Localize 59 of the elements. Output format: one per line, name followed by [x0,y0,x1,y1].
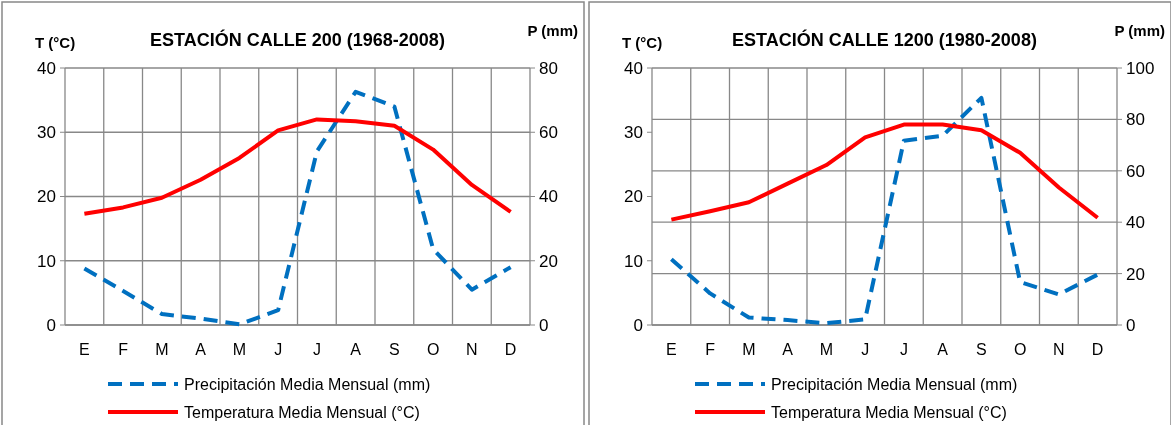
x-tick-label: F [118,341,129,358]
x-tick-label: D [1091,341,1104,358]
x-tick-label: M [155,341,169,358]
y-tick-label: 30 [624,123,643,143]
y2-tick-label: 40 [1126,213,1145,233]
x-tick-label: M [819,341,834,358]
y2-tick-label: 80 [1126,110,1145,130]
x-tick-label: J [312,341,321,358]
x-tick-label: A [195,341,207,358]
y2-tick-label: 80 [539,58,558,78]
x-tick-label: F [705,341,716,358]
y2-tick-label: 0 [1126,315,1136,335]
x-tick-label: A [350,341,362,358]
y2-tick-label: 60 [1126,161,1145,181]
x-tick-label: M [232,341,247,358]
x-tick-label: N [1053,341,1065,358]
x-tick-label: J [861,341,870,358]
y-tick-label: 10 [624,251,643,271]
x-tick-label: N [466,341,478,358]
y2-tick-label: 100 [1126,58,1155,78]
x-tick-label: S [389,341,400,358]
y-axis-title: T (°C) [622,34,663,51]
y-tick-label: 10 [37,251,56,271]
x-tick-label: S [976,341,987,358]
y-axis-title: T (°C) [35,34,76,51]
legend-label: Temperatura Media Mensual (°C) [771,403,1007,421]
x-tick-label: A [937,341,949,358]
x-tick-label: E [79,341,90,358]
y-tick-label: 30 [37,123,56,143]
y2-tick-label: 0 [539,315,549,335]
chart-title: ESTACIÓN CALLE 200 (1968-2008) [150,29,445,50]
y-tick-label: 20 [624,187,643,207]
legend-label: Precipitación Media Mensual (mm) [771,375,1018,393]
line-series [82,89,513,327]
y2-axis-title: P (mm) [527,22,578,39]
line-series [669,122,1100,222]
y2-tick-label: 60 [539,123,558,143]
line-series [669,95,1100,326]
x-tick-label: O [426,341,440,358]
y2-axis-title: P (mm) [1114,22,1165,39]
x-tick-label: J [274,341,283,358]
chart-title: ESTACIÓN CALLE 1200 (1980-2008) [732,29,1037,50]
line-series [82,117,513,216]
y2-tick-label: 20 [1126,264,1145,284]
y-tick-label: 40 [624,58,643,78]
y-tick-label: 20 [37,187,56,207]
y-tick-label: 0 [633,315,643,335]
legend-label: Temperatura Media Mensual (°C) [184,403,420,421]
x-tick-label: J [899,341,908,358]
y2-tick-label: 40 [539,187,558,207]
y-tick-label: 0 [46,315,56,335]
x-tick-label: A [782,341,794,358]
x-tick-label: M [742,341,756,358]
y-tick-label: 40 [37,58,56,78]
x-tick-label: E [666,341,677,358]
x-tick-label: O [1013,341,1027,358]
x-tick-label: D [504,341,517,358]
y2-tick-label: 20 [539,251,558,271]
legend-label: Precipitación Media Mensual (mm) [184,375,431,393]
